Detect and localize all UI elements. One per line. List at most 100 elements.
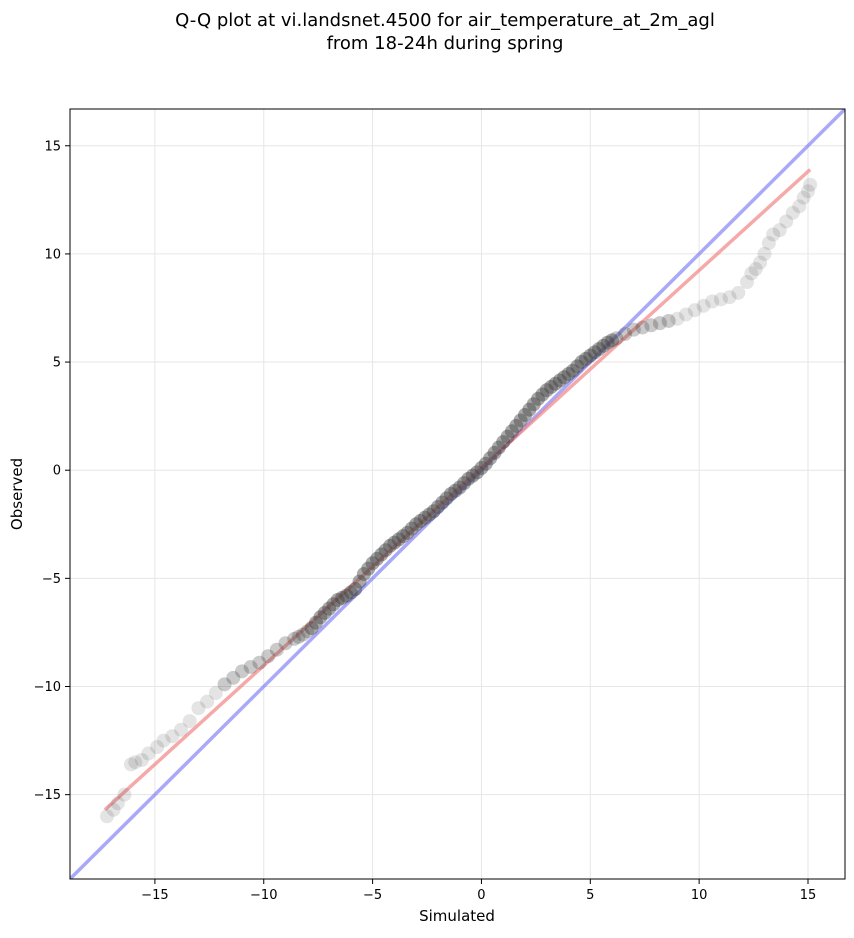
quantile-point (226, 670, 241, 685)
quantile-point (374, 547, 389, 562)
quantile-point (470, 465, 485, 480)
quantile-point (626, 322, 641, 337)
quantile-point (291, 629, 306, 644)
quantile-point (552, 373, 567, 388)
quantile-point (417, 510, 432, 525)
quantile-point (156, 733, 171, 748)
quantile-point (141, 746, 156, 761)
quantile-point (670, 311, 685, 326)
quantile-point (517, 408, 532, 423)
identity-line (70, 109, 845, 879)
quantile-point (243, 660, 258, 675)
quantile-point (208, 685, 223, 700)
quantile-point (705, 294, 720, 309)
x-tick-label: −15 (141, 888, 168, 903)
quantile-point (252, 655, 267, 670)
quantile-point (696, 298, 711, 313)
x-tick-label: −5 (363, 888, 382, 903)
quantile-point (435, 495, 450, 510)
quantile-point (234, 664, 249, 679)
quantile-point (596, 338, 611, 353)
quantile-point (335, 590, 350, 605)
x-tick-label: 10 (691, 888, 708, 903)
quantile-point (474, 461, 489, 476)
quantile-point (404, 521, 419, 536)
quantile-point (400, 525, 415, 540)
quantile-point (313, 610, 328, 625)
x-axis-ticks: −15 −10 −5 0 5 10 15 (141, 879, 816, 903)
quantile-point (500, 429, 515, 444)
quantile-point (361, 561, 376, 576)
quantile-point (618, 326, 633, 341)
quantile-point (123, 757, 138, 772)
quantile-point (570, 359, 585, 374)
quantile-point (792, 199, 807, 214)
quantile-point (548, 376, 563, 391)
quantile-point (106, 802, 121, 817)
quantile-point (772, 223, 787, 238)
reference-lines (70, 109, 845, 879)
quantile-point (785, 205, 800, 220)
y-tick-label: 0 (53, 464, 61, 479)
quantile-point (744, 266, 759, 281)
quantile-point (779, 214, 794, 229)
quantile-point (722, 290, 737, 305)
quantile-point (578, 351, 593, 366)
chart-title-line-2: from 18-24h during spring (327, 33, 564, 54)
quantile-point (100, 809, 115, 824)
quantile-point (504, 424, 519, 439)
quantile-point (308, 615, 323, 630)
quantile-point (326, 597, 341, 612)
y-tick-label: −5 (42, 572, 61, 587)
quantile-point (191, 701, 206, 716)
quantile-point (200, 694, 215, 709)
quantile-point (322, 601, 337, 616)
quantile-point (261, 649, 276, 664)
y-axis-label: Observed (8, 458, 26, 530)
x-axis-label: Simulated (419, 907, 495, 925)
quantile-point (557, 370, 572, 385)
quantile-point (422, 507, 437, 522)
quantile-point (491, 440, 506, 455)
quantile-point (217, 677, 232, 692)
quantile-point (644, 318, 659, 333)
quantile-point (531, 391, 546, 406)
x-tick-label: 15 (800, 888, 817, 903)
plot-area-frame (69, 108, 846, 880)
quantile-point (461, 471, 476, 486)
x-tick-label: 5 (586, 888, 594, 903)
quantile-point (600, 335, 615, 350)
quantile-point (182, 714, 197, 729)
quantile-point (587, 345, 602, 360)
quantile-point (757, 246, 772, 261)
quantile-point (526, 397, 541, 412)
quantile-point (391, 532, 406, 547)
quantile-point (679, 307, 694, 322)
quantile-point (761, 236, 776, 251)
quantile-point (426, 504, 441, 519)
quantile-point (753, 255, 768, 270)
quantile-point (165, 729, 180, 744)
quantile-point (343, 585, 358, 600)
quantile-point (365, 556, 380, 571)
quantile-point (661, 313, 676, 328)
quantile-point (457, 476, 472, 491)
quantile-point (740, 275, 755, 290)
y-tick-label: 15 (44, 139, 61, 154)
quantile-point (796, 190, 811, 205)
y-tick-label: 5 (53, 356, 61, 371)
quantile-point (439, 491, 454, 506)
quantile-point (413, 514, 428, 529)
quantile-point (352, 574, 367, 589)
quantile-point (387, 535, 402, 550)
quantile-point (278, 636, 293, 651)
quantile-point (269, 642, 284, 657)
quantile-point (330, 592, 345, 607)
quantile-point (522, 402, 537, 417)
quantile-point (117, 787, 132, 802)
quantile-point (128, 755, 143, 770)
quantile-point (478, 456, 493, 471)
quantile-point (348, 582, 363, 597)
quantile-point (535, 387, 550, 402)
quantile-point (561, 366, 576, 381)
